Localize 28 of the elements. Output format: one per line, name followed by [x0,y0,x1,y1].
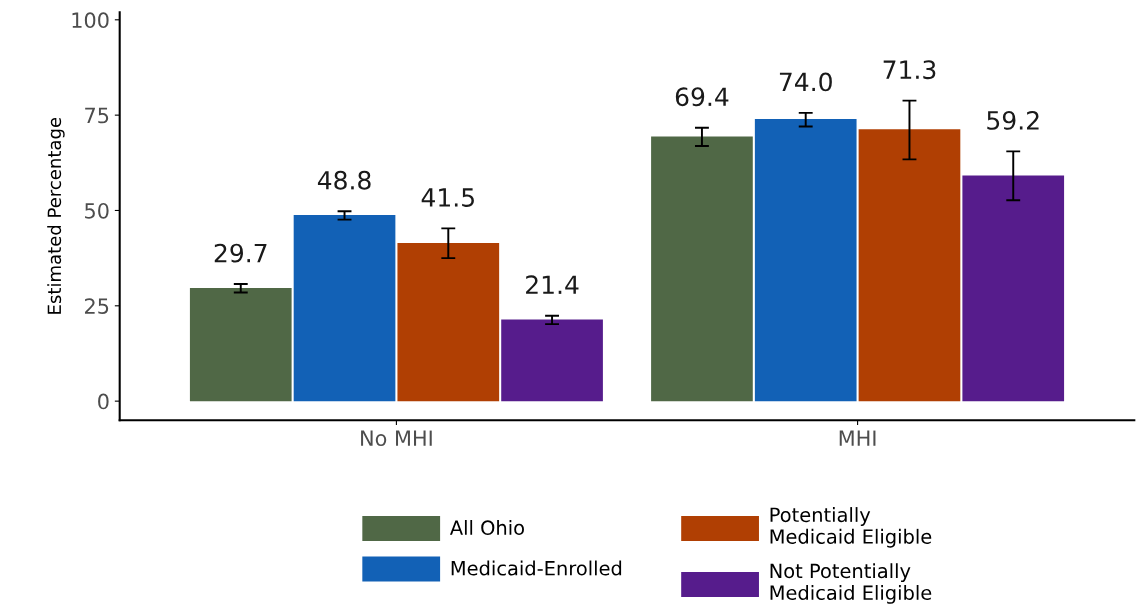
x-tick-label: No MHI [361,430,432,447]
data-label: 41.5 [421,188,474,207]
x-tick-label: MHI [839,430,876,446]
legend-label: Potentially Medicaid Eligible [770,507,932,548]
y-tick-label: 100 [72,12,109,29]
bar [962,175,1065,402]
y-axis-title: Estimated Percentage [47,117,65,314]
data-label: 29.7 [214,243,267,263]
bar [754,118,857,402]
data-label: 74.0 [779,72,832,92]
y-tick-label: 0 [98,393,109,410]
y-tick-label: 75 [85,107,109,124]
data-label: 48.8 [317,170,371,190]
bar [858,129,961,402]
data-label: 71.3 [883,60,936,80]
bar [651,136,753,402]
legend-label: Medicaid-Enrolled [451,560,622,576]
bar [189,287,292,402]
data-label: 69.4 [675,87,729,107]
data-label: 21.4 [526,275,579,294]
y-tick-label: 50 [85,202,109,219]
legend-label: All Ohio [449,519,524,536]
bar [501,319,603,402]
data-label: 59.2 [987,110,1039,130]
y-tick-label: 25 [84,298,109,315]
bar [397,242,500,402]
bar [293,215,396,402]
legend-label: Not Potentially Medicaid Eligible [770,563,932,604]
